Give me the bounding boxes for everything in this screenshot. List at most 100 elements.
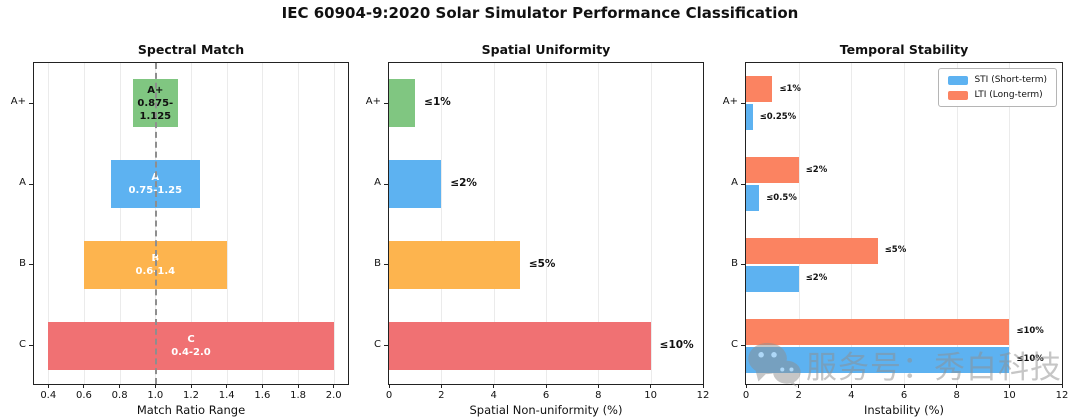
x-axis-label: Match Ratio Range xyxy=(136,403,246,417)
x-tick-label: 0.8 xyxy=(111,390,128,401)
x-tick-mark xyxy=(650,384,652,388)
gridline xyxy=(119,63,121,384)
bar-label: C 0.4-2.0 xyxy=(171,333,211,358)
subplot-temporal-stability: Temporal Stability 0 2 4 6 8 10 12 A+ A B C ≤1% ≤0.2… xyxy=(723,42,1069,419)
x-tick-label: 2.0 xyxy=(325,390,342,401)
y-tick-mark xyxy=(741,264,746,266)
value-label: ≤5% xyxy=(884,245,907,256)
gridline xyxy=(650,63,652,384)
x-tick-mark xyxy=(798,384,800,388)
group-bar xyxy=(746,104,753,131)
x-axis-label: Instability (%) xyxy=(864,403,944,417)
y-tick-mark xyxy=(741,102,746,104)
figure-title: IEC 60904-9:2020 Solar Simulator Perform… xyxy=(281,4,799,22)
x-tick-mark xyxy=(119,384,121,388)
group-bar xyxy=(746,346,1010,373)
x-tick-mark xyxy=(190,384,192,388)
x-tick-mark xyxy=(702,384,704,388)
x-tick-mark xyxy=(903,384,905,388)
x-tick-mark xyxy=(154,384,156,388)
x-tick-label: 8 xyxy=(595,390,602,401)
x-tick-label: 0.6 xyxy=(76,390,92,401)
y-tick-label: A xyxy=(19,177,26,189)
x-tick-mark xyxy=(47,384,49,388)
x-tick-label: 0 xyxy=(385,390,393,401)
legend: STI (Short-term) LTI (Long-term) xyxy=(938,68,1057,107)
subplot-title: Spectral Match xyxy=(137,42,245,57)
x-tick-mark xyxy=(597,384,599,388)
x-tick-mark xyxy=(745,384,747,388)
group-bar xyxy=(746,185,760,212)
y-tick-label: C xyxy=(374,338,381,350)
gridline xyxy=(333,63,335,384)
plot-area: 0.4 0.6 0.8 1.0 1.2 1.4 1.6 1.8 2.0 A+ A B C A+ 0.875… xyxy=(11,62,349,401)
legend-item: STI (Short-term) xyxy=(948,75,1047,85)
x-tick-label: 4 xyxy=(490,390,497,401)
x-tick-label: 0.4 xyxy=(40,390,57,401)
x-tick-label: 12 xyxy=(1055,390,1069,401)
x-tick-label: 1.6 xyxy=(254,390,271,401)
subplot-spectral-match: Spectral Match 0.4 0.6 0.8 1.0 1.2 1.4 1.6 1.8 2… xyxy=(11,42,349,419)
gridline xyxy=(48,63,50,384)
x-tick-label: 1.8 xyxy=(290,390,306,401)
gridline xyxy=(226,63,228,384)
y-tick-mark xyxy=(384,183,389,185)
gridline xyxy=(493,63,495,384)
legend-swatch xyxy=(948,75,969,85)
value-label: ≤0.25% xyxy=(759,111,797,122)
range-bar: A 0.75-1.25 xyxy=(110,160,200,209)
gridline xyxy=(851,63,853,384)
x-tick-label: 2 xyxy=(795,390,802,401)
gridline xyxy=(191,63,192,384)
x-tick-label: 2 xyxy=(438,390,445,401)
y-tick-label: A+ xyxy=(10,96,26,108)
x-tick-mark xyxy=(83,384,85,388)
reference-line xyxy=(155,63,158,384)
gridline xyxy=(83,63,85,384)
legend-label: STI (Short-term) xyxy=(974,75,1047,85)
x-tick-mark xyxy=(956,384,958,388)
y-tick-mark xyxy=(29,264,34,266)
y-tick-label: B xyxy=(374,257,381,269)
value-label: ≤10% xyxy=(659,338,694,351)
value-label: ≤10% xyxy=(1016,326,1044,337)
x-tick-label: 10 xyxy=(1002,390,1016,401)
y-tick-mark xyxy=(384,264,389,266)
y-tick-mark xyxy=(29,183,34,185)
y-tick-label: A xyxy=(374,177,381,189)
x-tick-label: 8 xyxy=(953,390,960,401)
y-tick-mark xyxy=(741,345,746,347)
x-tick-mark xyxy=(493,384,495,388)
x-tick-label: 1.2 xyxy=(183,390,199,401)
x-tick-label: 4 xyxy=(848,390,855,401)
y-tick-mark xyxy=(29,102,34,104)
gridline xyxy=(298,63,300,384)
x-tick-mark xyxy=(297,384,299,388)
value-label: ≤2% xyxy=(450,177,477,190)
x-tick-mark xyxy=(226,384,228,388)
x-tick-label: 1.4 xyxy=(218,390,235,401)
value-bar xyxy=(389,160,442,209)
x-tick-mark xyxy=(388,384,390,388)
y-tick-label: A+ xyxy=(722,96,738,108)
value-label: ≤1% xyxy=(779,83,801,94)
subplot-title: Spatial Uniformity xyxy=(481,42,611,57)
x-tick-label: 10 xyxy=(644,390,658,401)
x-tick-label: 12 xyxy=(696,390,710,401)
y-tick-mark xyxy=(741,183,746,185)
y-tick-mark xyxy=(384,102,389,104)
value-label: ≤1% xyxy=(424,96,451,109)
x-tick-mark xyxy=(1061,384,1063,388)
x-axis-label: Spatial Non-uniformity (%) xyxy=(469,403,623,417)
plot-area: 0 2 4 6 8 10 12 A+ A B C ≤1% ≤2% ≤5% ≤10% xyxy=(366,62,709,401)
value-label: ≤2% xyxy=(805,164,828,175)
bar-label: A 0.75-1.25 xyxy=(128,172,183,197)
gridline xyxy=(956,63,958,384)
range-bar: C 0.4-2.0 xyxy=(48,321,334,370)
group-bar xyxy=(746,76,773,103)
gridline xyxy=(798,63,800,384)
plot-area: 0 2 4 6 8 10 12 A+ A B C ≤1% ≤0.25% ≤2% ≤0.5% ≤5% ≤2% ≤10… xyxy=(723,62,1068,401)
y-tick-mark xyxy=(384,345,389,347)
y-tick-label: C xyxy=(731,338,738,350)
